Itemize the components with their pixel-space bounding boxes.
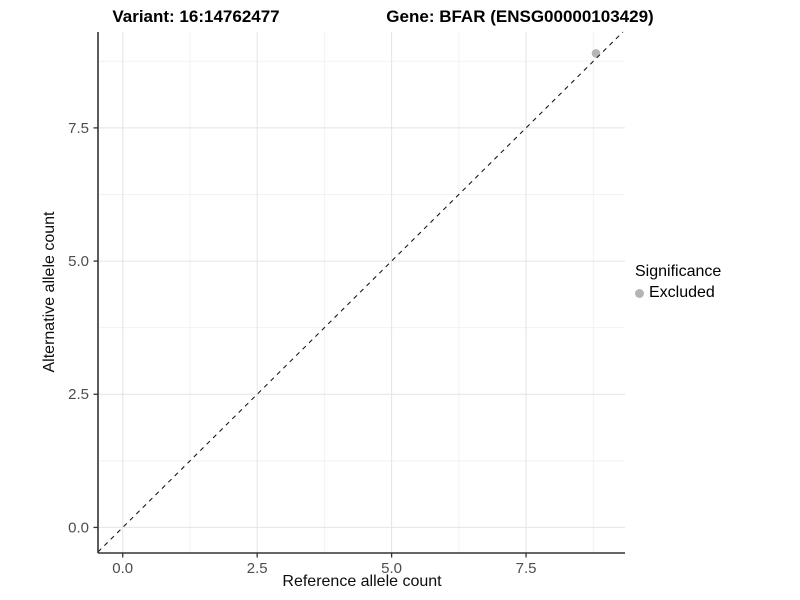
x-axis-label: Reference allele count bbox=[282, 573, 442, 590]
excluded-point-icon bbox=[635, 288, 644, 298]
identity-line bbox=[97, 31, 624, 553]
y-tick-label: 5.0 bbox=[68, 253, 89, 270]
gene-title: Gene: BFAR (ENSG00000103429) bbox=[386, 7, 654, 26]
x-tick-label: 0.0 bbox=[112, 560, 133, 577]
x-tick-label: 5.0 bbox=[381, 560, 402, 577]
y-tick-label: 0.0 bbox=[68, 519, 89, 536]
legend: Significance Excluded bbox=[635, 263, 721, 302]
y-axis-label: Alternative allele count bbox=[41, 211, 58, 373]
variant-title: Variant: 16:14762477 bbox=[112, 7, 280, 26]
y-tick-label: 7.5 bbox=[68, 120, 89, 137]
legend-item-label: Excluded bbox=[649, 284, 715, 301]
x-tick-label: 2.5 bbox=[247, 560, 268, 577]
x-tick-label: 7.5 bbox=[516, 560, 537, 577]
y-tick-label: 2.5 bbox=[68, 386, 89, 403]
legend-item-excluded: Excluded bbox=[635, 284, 721, 302]
data-point bbox=[591, 49, 601, 58]
legend-title: Significance bbox=[635, 263, 722, 280]
